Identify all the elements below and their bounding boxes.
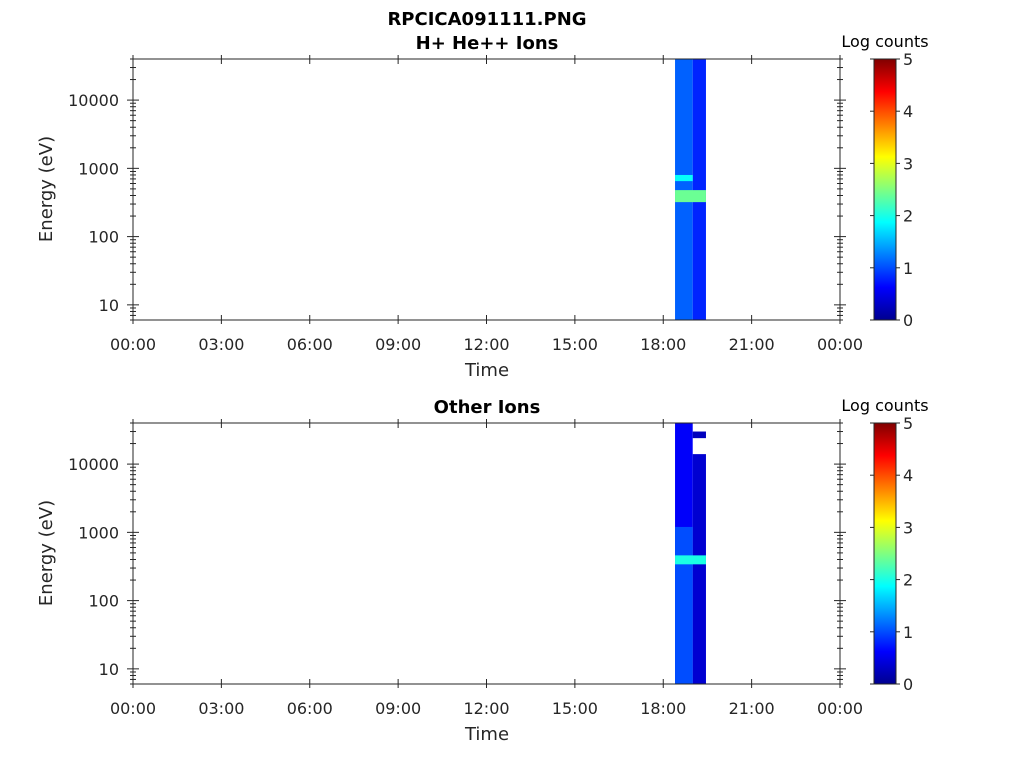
x-tick-label: 18:00 (640, 335, 686, 354)
colorbar-tick-label: 4 (903, 466, 913, 485)
panel-title: H+ He++ Ions (416, 33, 559, 54)
colorbar-tick-label: 1 (903, 623, 913, 642)
y-axis-ticks: 10 100 1000 10000 (68, 422, 846, 685)
y-tick-label: 100 (88, 592, 119, 611)
colorbar-label: Log counts (841, 32, 928, 51)
y-tick-label: 100 (88, 228, 119, 247)
x-tick-label: 00:00 (110, 335, 156, 354)
colorbar-tick-label: 2 (903, 207, 913, 226)
y-tick-label: 10 (99, 296, 119, 315)
colorbar-tick-label: 3 (903, 154, 913, 173)
x-tick-label: 12:00 (463, 699, 509, 718)
x-tick-label: 09:00 (375, 699, 421, 718)
x-axis-ticks: 00:00 03:00 06:00 09:00 12:00 15:00 18:00 21:00… (110, 55, 863, 354)
y-tick-label: 1000 (78, 523, 119, 542)
x-tick-label: 06:00 (287, 699, 333, 718)
x-tick-label: 21:00 (729, 699, 775, 718)
y-axis-label: Energy (eV) (36, 136, 57, 242)
colorbar-tick-label: 2 (903, 571, 913, 590)
spectrogram-cell (675, 526, 693, 684)
colorbar-gradient (873, 58, 897, 321)
x-tick-label: 21:00 (729, 335, 775, 354)
y-axis-label: Energy (eV) (36, 500, 57, 606)
x-tick-label: 00:00 (817, 699, 863, 718)
colorbar-label: Log counts (841, 396, 928, 415)
figure-title: RPCICA091111.PNG (387, 9, 586, 30)
colorbar-tick-label: 1 (903, 259, 913, 278)
x-tick-label: 15:00 (552, 335, 598, 354)
x-tick-label: 09:00 (375, 335, 421, 354)
x-axis-label: Time (464, 360, 509, 381)
plot-frame (132, 58, 841, 321)
spectrogram-data (675, 59, 706, 320)
spectrogram-data (675, 423, 706, 684)
colorbar-gradient (873, 422, 897, 685)
colorbar-tick-label: 0 (903, 675, 913, 694)
spectrogram-cell (675, 190, 706, 203)
y-axis-ticks: 10 100 1000 10000 (68, 58, 846, 321)
panel-other-ions: Other Ions 00:00 03:00 06:00 09:00 12:00 15:0… (36, 396, 929, 745)
x-tick-label: 15:00 (552, 699, 598, 718)
colorbar: Log counts 0 1 2 3 4 5 (841, 32, 928, 330)
x-tick-label: 12:00 (463, 335, 509, 354)
x-axis-ticks: 00:00 03:00 06:00 09:00 12:00 15:00 18:00 21:00… (110, 419, 863, 718)
x-tick-label: 00:00 (817, 335, 863, 354)
colorbar-tick-label: 0 (903, 311, 913, 330)
y-tick-label: 1000 (78, 159, 119, 178)
colorbar-tick-label: 5 (903, 414, 913, 433)
colorbar-ticks: 0 1 2 3 4 5 (870, 414, 913, 694)
x-tick-label: 03:00 (198, 335, 244, 354)
x-tick-label: 18:00 (640, 699, 686, 718)
spectrogram-cell (675, 59, 693, 320)
x-tick-label: 06:00 (287, 335, 333, 354)
panel-h-he-ions: H+ He++ Ions 00:00 03:00 06:00 09:00 12:00 15… (36, 32, 929, 381)
colorbar-ticks: 0 1 2 3 4 5 (870, 50, 913, 330)
x-axis-label: Time (464, 724, 509, 745)
colorbar-tick-label: 4 (903, 102, 913, 121)
spectrogram-cell (692, 431, 706, 439)
x-tick-label: 00:00 (110, 699, 156, 718)
colorbar-tick-label: 5 (903, 50, 913, 69)
spectrogram-cell (692, 59, 706, 320)
spectrogram-cell (692, 454, 706, 684)
colorbar: Log counts 0 1 2 3 4 5 (841, 396, 928, 694)
y-tick-label: 10 (99, 660, 119, 679)
plot-frame (132, 422, 841, 685)
colorbar-tick-label: 3 (903, 518, 913, 537)
x-tick-label: 03:00 (198, 699, 244, 718)
spectrogram-cell (675, 174, 693, 182)
y-tick-label: 10000 (68, 91, 119, 110)
panel-title: Other Ions (434, 397, 541, 418)
y-tick-label: 10000 (68, 455, 119, 474)
spectrogram-cell (675, 555, 706, 565)
